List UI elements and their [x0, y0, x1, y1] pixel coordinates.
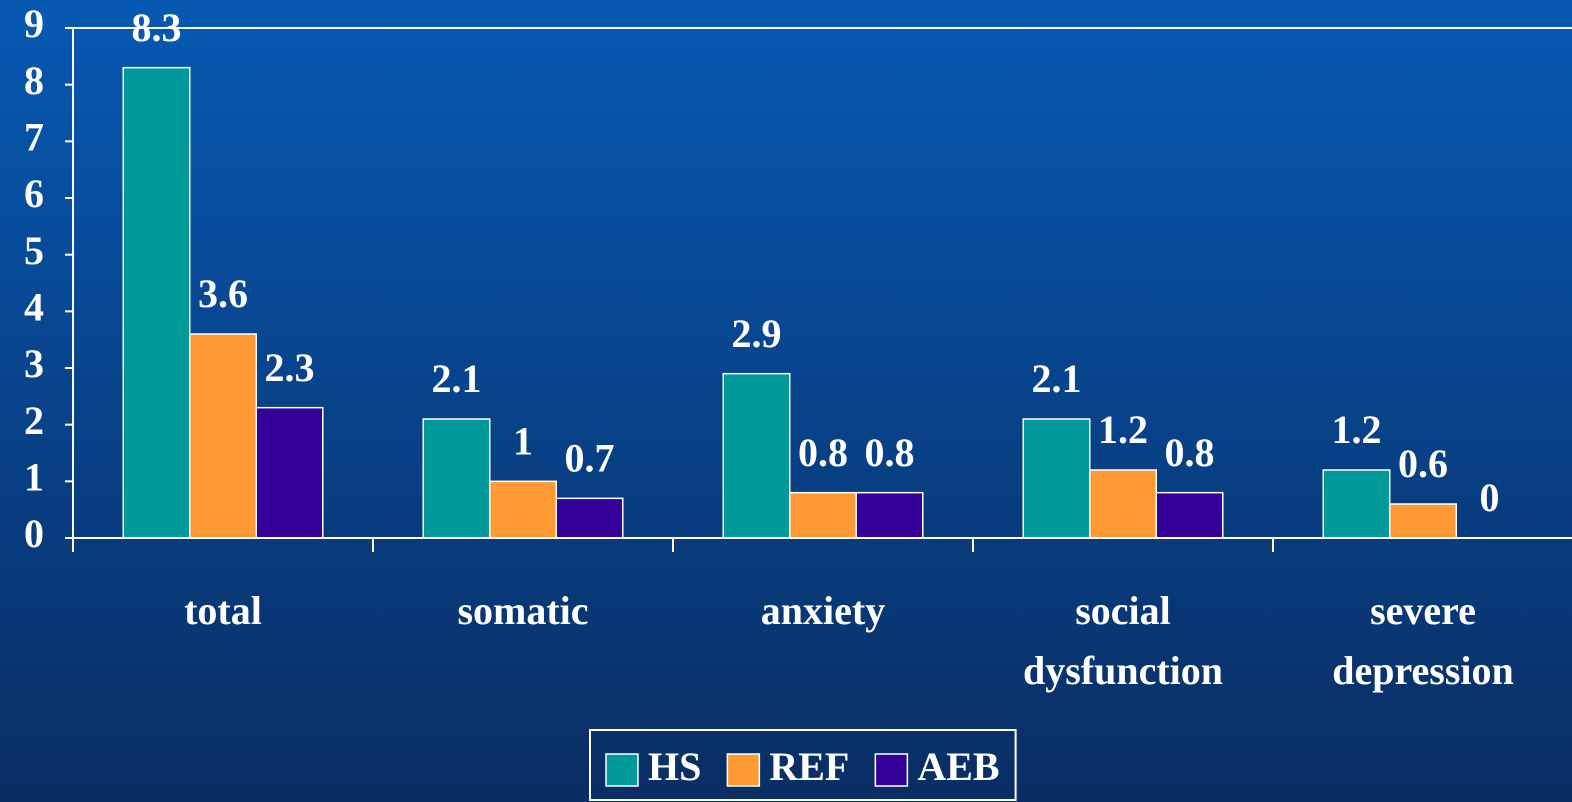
legend-swatch: [605, 753, 639, 787]
bar: [855, 491, 924, 539]
bar: [1322, 469, 1391, 539]
data-label: 0.7: [565, 436, 615, 481]
data-label: 1.2: [1098, 407, 1148, 452]
data-label: 0.6: [1398, 441, 1448, 486]
data-label: 0.8: [1165, 430, 1215, 475]
y-tick-label: 4: [24, 285, 44, 330]
x-tick-label: severe depression: [1332, 588, 1514, 693]
legend-label: AEB: [917, 744, 999, 789]
legend-label: HS: [648, 744, 701, 789]
bar: [1022, 418, 1091, 539]
data-label: 1: [513, 419, 533, 464]
legend-swatch: [874, 753, 909, 787]
data-label: 0: [1480, 475, 1500, 520]
data-label: 2.1: [1032, 356, 1082, 401]
data-label: 2.1: [432, 356, 482, 401]
x-tick-label: total: [184, 588, 262, 633]
data-label: 2.3: [265, 345, 315, 390]
bar: [722, 372, 791, 539]
x-tick-label: social dysfunction: [1023, 588, 1223, 693]
y-tick-label: 7: [24, 115, 44, 160]
y-tick-label: 8: [24, 58, 44, 103]
legend: HS REF AEB: [589, 729, 1017, 801]
y-tick-label: 9: [24, 1, 44, 46]
bar: [1155, 491, 1224, 539]
bar: [122, 66, 191, 539]
y-tick-label: 6: [24, 171, 44, 216]
data-label: 8.3: [132, 5, 182, 50]
data-label: 3.6: [198, 271, 248, 316]
legend-box: [589, 729, 1017, 801]
legend-swatch: [726, 753, 761, 787]
data-label: 2.9: [732, 311, 782, 356]
bar: [489, 480, 557, 539]
x-tick-label: somatic: [457, 588, 588, 633]
y-tick-label: 2: [24, 398, 44, 443]
y-tick-label: 0: [24, 511, 44, 556]
data-label: 0.8: [865, 430, 915, 475]
bar: [1089, 469, 1157, 539]
bar: [789, 491, 857, 539]
data-label: 0.8: [798, 430, 848, 475]
y-tick-label: 3: [24, 341, 44, 386]
y-tick-label: 1: [24, 455, 44, 500]
bar: [255, 406, 324, 539]
bar: [422, 418, 491, 539]
bar: [1389, 503, 1457, 539]
x-tick-label: anxiety: [761, 588, 885, 633]
bar: [555, 497, 624, 539]
bar: [189, 333, 257, 539]
data-label: 1.2: [1332, 407, 1382, 452]
legend-label: REF: [769, 744, 849, 789]
y-tick-label: 5: [24, 228, 44, 273]
